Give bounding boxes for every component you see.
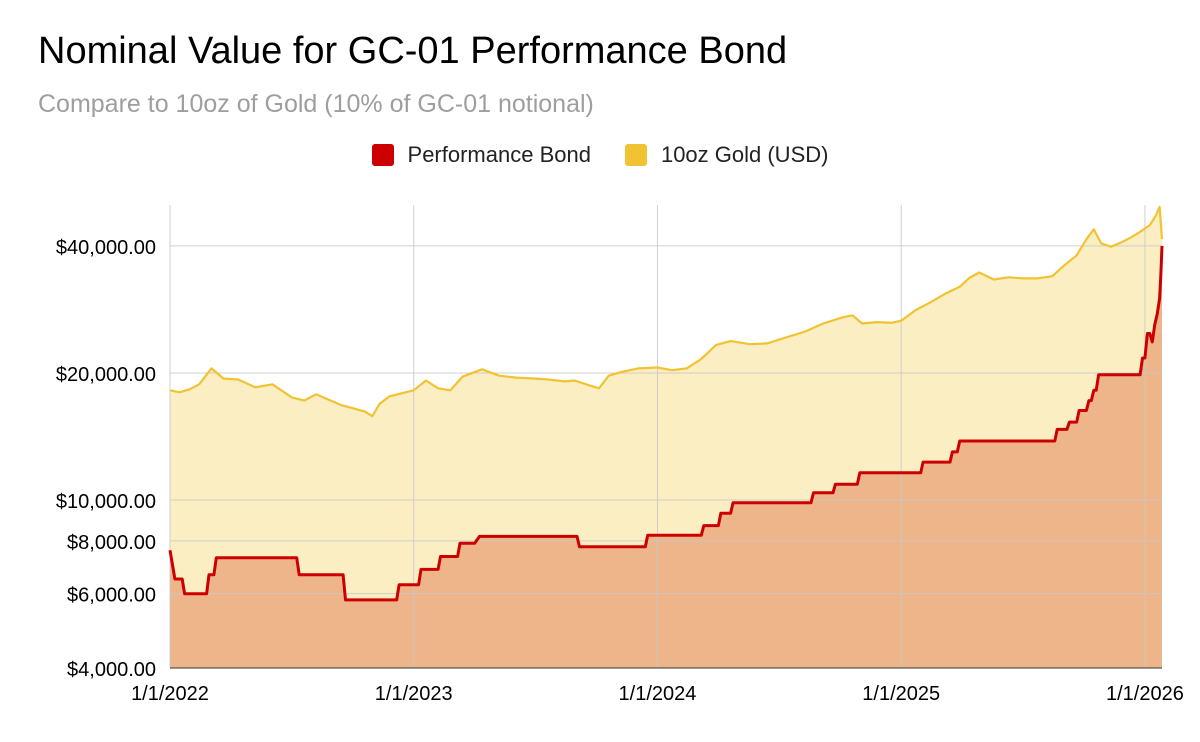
x-tick-label: 1/1/2022 [131,683,209,705]
x-tick-label: 1/1/2023 [375,683,453,705]
y-tick-label: $20,000.00 [56,364,156,386]
y-tick-label: $40,000.00 [56,237,156,259]
legend-item-gold: 10oz Gold (USD) [624,142,829,168]
legend-item-performance-bond: Performance Bond [371,142,591,168]
chart-title: Nominal Value for GC-01 Performance Bond [38,30,788,72]
y-tick-label: $8,000.00 [67,532,156,554]
y-tick-label: $10,000.00 [56,491,156,513]
bond-area-fill [170,245,1162,668]
chart-subtitle: Compare to 10oz of Gold (10% of GC-01 no… [38,90,594,118]
y-tick-label: $4,000.00 [67,659,156,681]
legend-swatch-gold [624,144,647,166]
legend-swatch-performance-bond [371,144,394,166]
x-tick-label: 1/1/2024 [619,683,697,705]
x-tick-label: 1/1/2026 [1106,683,1184,705]
legend-label-performance-bond: Performance Bond [407,142,591,167]
x-tick-label: 1/1/2025 [862,683,940,705]
gold-series-line [169,205,1164,418]
performance-bond-series-line [168,245,1164,602]
y-tick-label: $6,000.00 [67,585,156,607]
legend-label-gold: 10oz Gold (USD) [660,142,829,167]
legend: Performance Bond 10oz Gold (USD) [0,142,1200,168]
